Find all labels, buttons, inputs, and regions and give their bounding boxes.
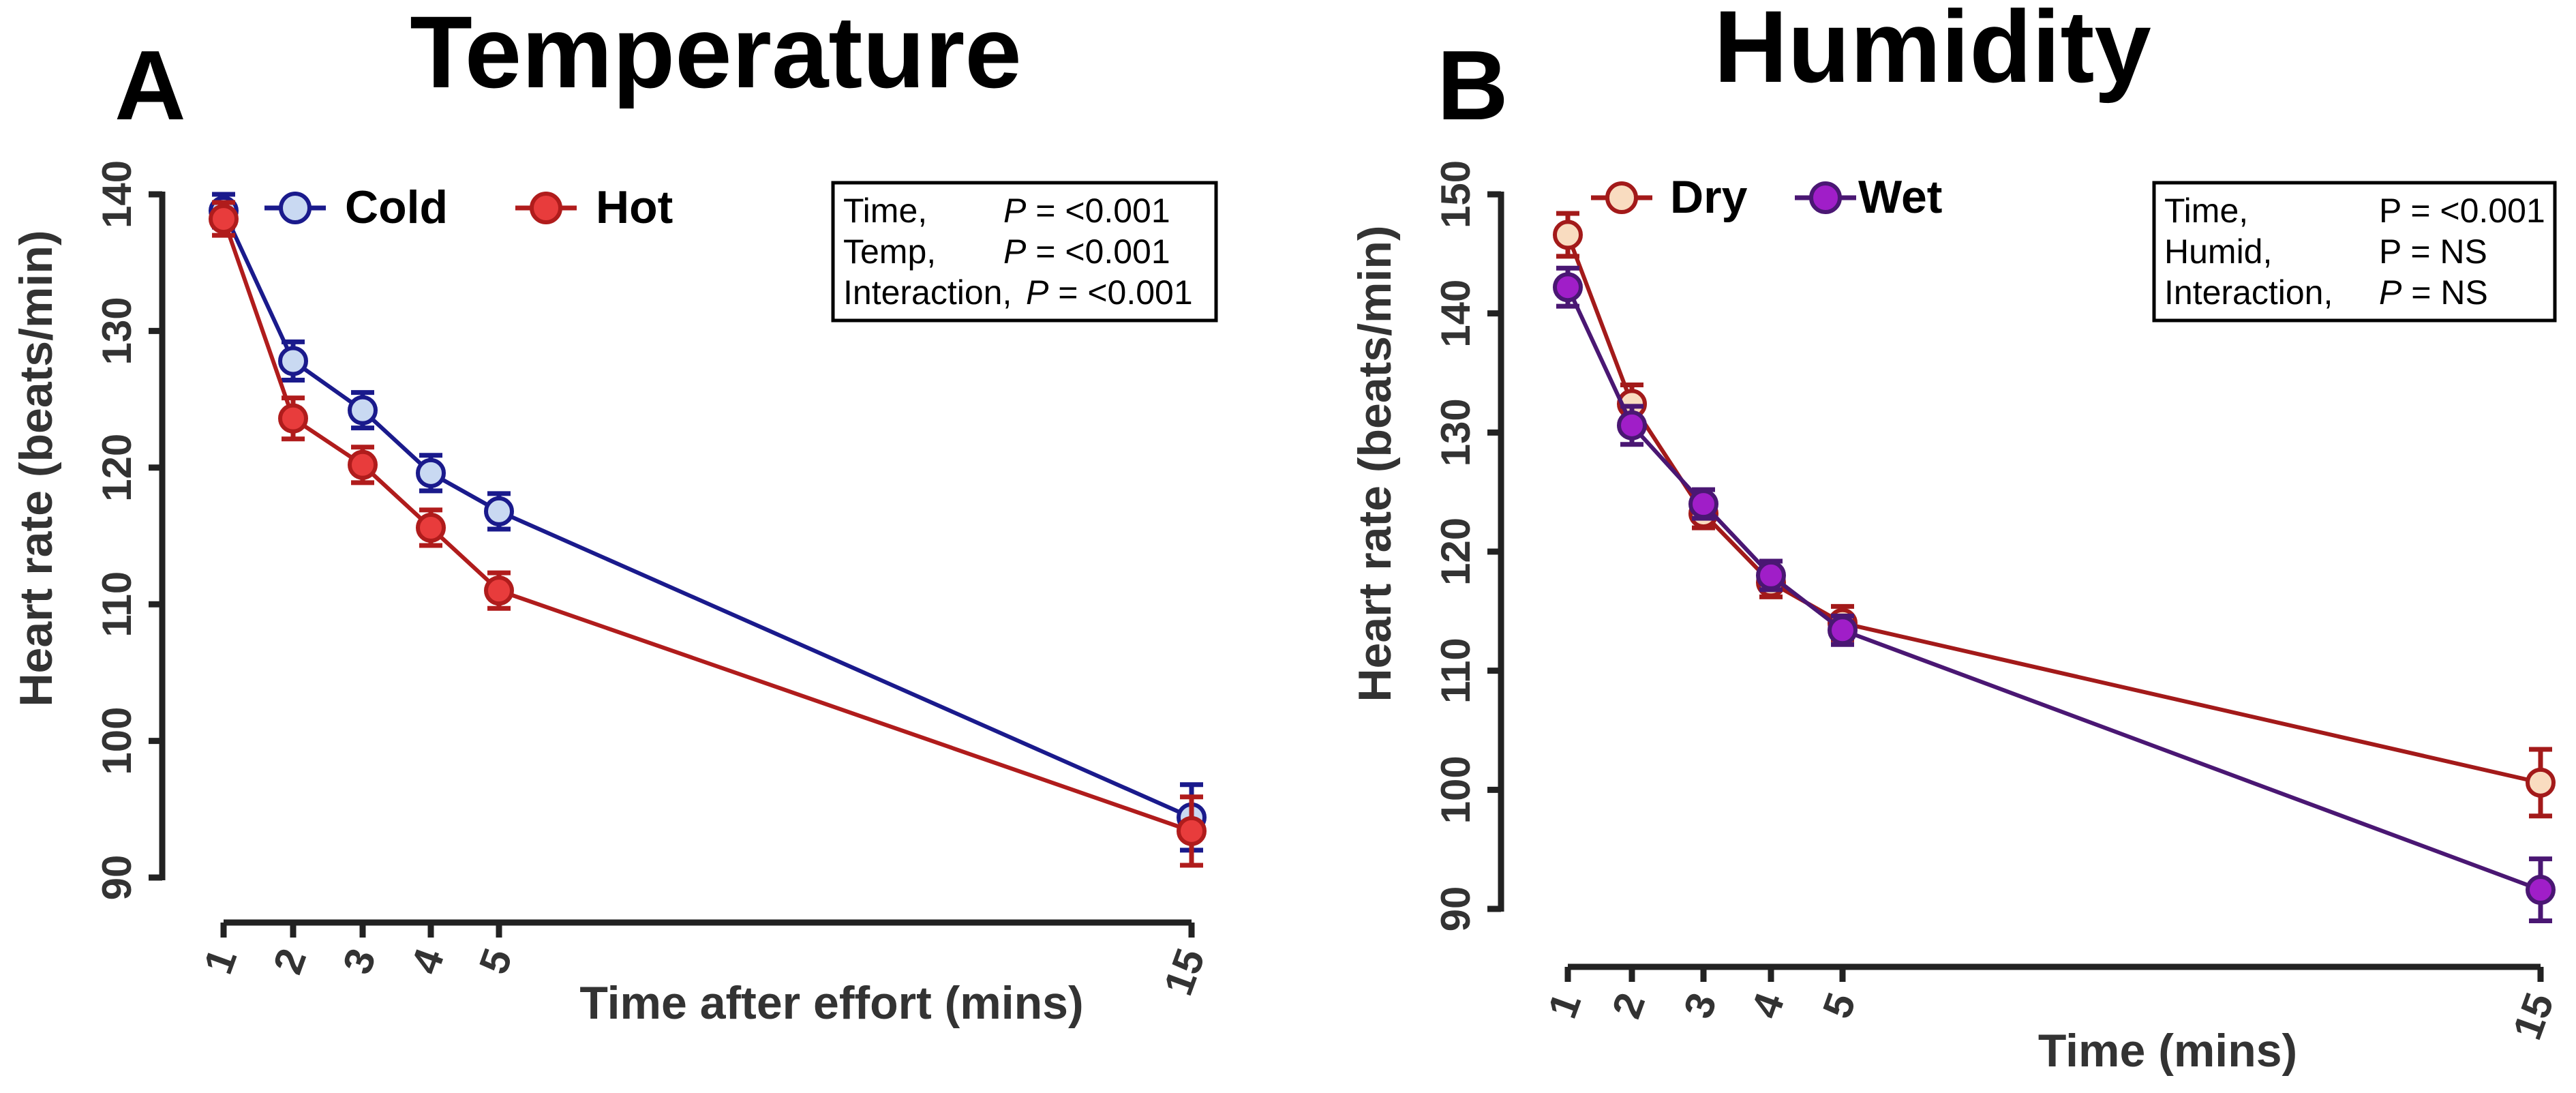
panel-b-title: Humidity bbox=[1714, 0, 2151, 104]
stats-value: = NS bbox=[2401, 273, 2487, 312]
data-point bbox=[2526, 875, 2556, 905]
legend-hot-label: Hot bbox=[596, 181, 673, 233]
legend-dry-marker bbox=[1605, 181, 1638, 214]
stats-term: Time, bbox=[2164, 192, 2248, 230]
stats-row: Humid, P = NS bbox=[2164, 233, 2487, 271]
panel-a-stats-box: Time, P = <0.001 Temp, P = <0.001 Intera… bbox=[831, 181, 1218, 323]
series-line bbox=[222, 209, 1193, 820]
data-point bbox=[2526, 767, 2556, 798]
stats-p-symbol: P bbox=[2379, 273, 2402, 312]
data-point bbox=[348, 449, 378, 480]
panel-a-title: Temperature bbox=[410, 0, 1022, 109]
panel-b-letter: B bbox=[1437, 30, 1509, 140]
stats-value: P = <0.001 bbox=[2379, 192, 2545, 230]
stats-p-symbol: P bbox=[1003, 233, 1027, 271]
y-tick-label: 110 bbox=[94, 571, 140, 638]
panel-b-x-axis-label: Time (mins) bbox=[2038, 1025, 2297, 1077]
series-wet bbox=[1553, 265, 2556, 923]
y-tick-label: 140 bbox=[1433, 280, 1479, 348]
panel-a-letter: A bbox=[115, 30, 186, 140]
stats-value: P = NS bbox=[2379, 233, 2487, 271]
y-tick-label: 130 bbox=[1433, 398, 1479, 466]
data-point bbox=[484, 575, 514, 606]
legend-cold-marker bbox=[279, 192, 312, 224]
stats-p-symbol: P bbox=[1026, 273, 1049, 312]
series-line bbox=[222, 218, 1192, 833]
stats-term: Interaction, bbox=[2164, 273, 2333, 312]
y-tick-label: 120 bbox=[1433, 518, 1479, 586]
y-tick-label: 110 bbox=[1433, 638, 1479, 704]
y-tick-label: 90 bbox=[1433, 886, 1479, 932]
legend-item-hot: Hot bbox=[515, 181, 673, 233]
data-point bbox=[1617, 410, 1647, 440]
stats-value: = <0.001 bbox=[1048, 273, 1192, 312]
legend-dry-label: Dry bbox=[1670, 171, 1748, 223]
stats-term: Temp, bbox=[843, 233, 936, 271]
panel-b-y-axis-label: Heart rate (beats/min) bbox=[1349, 225, 1401, 702]
stats-row: Time, P = <0.001 bbox=[843, 192, 1170, 230]
data-point bbox=[278, 403, 308, 434]
stats-row: Interaction, P = NS bbox=[2164, 273, 2488, 312]
legend-wet-marker bbox=[1809, 181, 1842, 214]
panel-a-legend: Cold Hot bbox=[264, 181, 673, 233]
y-tick-label: 100 bbox=[1433, 755, 1479, 824]
stats-row: Temp, P = <0.001 bbox=[843, 233, 1170, 271]
y-tick-label: 150 bbox=[1433, 160, 1479, 228]
svg-text:P = <0.001: P = <0.001 bbox=[1003, 233, 1170, 271]
data-point bbox=[416, 512, 446, 543]
legend-item-dry: Dry bbox=[1591, 171, 1748, 223]
stats-row: Interaction, P = <0.001 bbox=[843, 273, 1193, 312]
legend-item-wet: Wet bbox=[1795, 171, 1942, 223]
panel-b-stats-box: Time, P = <0.001 Humid, P = NS Interacti… bbox=[2152, 181, 2557, 323]
y-tick-label: 90 bbox=[94, 855, 140, 901]
stats-row: Time, P = <0.001 bbox=[2164, 192, 2545, 230]
data-point bbox=[1553, 220, 1583, 250]
data-point bbox=[484, 496, 514, 526]
svg-text:P = NS: P = NS bbox=[2379, 273, 2488, 312]
data-point bbox=[278, 346, 308, 376]
stats-value: = <0.001 bbox=[1026, 192, 1170, 230]
svg-text:P = <0.001: P = <0.001 bbox=[2379, 192, 2545, 230]
stats-term: Interaction, bbox=[843, 273, 1012, 312]
data-point bbox=[1177, 815, 1207, 846]
data-point bbox=[209, 204, 239, 235]
legend-hot-marker bbox=[530, 192, 562, 224]
y-tick-label: 140 bbox=[94, 160, 140, 228]
stats-value: = <0.001 bbox=[1026, 233, 1170, 271]
svg-text:P = NS: P = NS bbox=[2379, 233, 2487, 271]
y-tick-label: 120 bbox=[94, 434, 140, 502]
data-point bbox=[416, 458, 446, 488]
legend-item-cold: Cold bbox=[264, 181, 448, 233]
y-tick-label: 100 bbox=[94, 707, 140, 775]
svg-text:P = <0.001: P = <0.001 bbox=[1026, 273, 1193, 312]
data-point bbox=[1756, 560, 1786, 590]
data-point bbox=[1688, 489, 1718, 520]
svg-text:P = <0.001: P = <0.001 bbox=[1003, 192, 1170, 230]
data-point bbox=[348, 395, 378, 425]
panel-a-y-axis-label: Heart rate (beats/min) bbox=[10, 230, 62, 706]
stats-term: Time, bbox=[843, 192, 927, 230]
panel-a-x-axis-label: Time after effort (mins) bbox=[579, 977, 1083, 1029]
legend-wet-label: Wet bbox=[1858, 171, 1942, 223]
stats-term: Humid, bbox=[2164, 233, 2272, 271]
panel-a-stats-frame bbox=[831, 181, 1218, 323]
series-hot bbox=[209, 200, 1207, 868]
data-point bbox=[1828, 615, 1858, 646]
panel-a: A Temperature Heart rate (beats/min) Tim… bbox=[10, 0, 1218, 1029]
series-line bbox=[1566, 234, 2541, 785]
series-line bbox=[1566, 286, 2542, 892]
panel-b-legend: Dry Wet bbox=[1591, 171, 1942, 223]
panel-b-stats-frame bbox=[2152, 181, 2557, 323]
legend-cold-label: Cold bbox=[345, 181, 448, 233]
data-point bbox=[1553, 272, 1583, 303]
panel-b: B Humidity Heart rate (beats/min) Time (… bbox=[1349, 0, 2557, 1077]
stats-p-symbol: P bbox=[1003, 192, 1027, 230]
y-tick-label: 130 bbox=[94, 297, 140, 365]
